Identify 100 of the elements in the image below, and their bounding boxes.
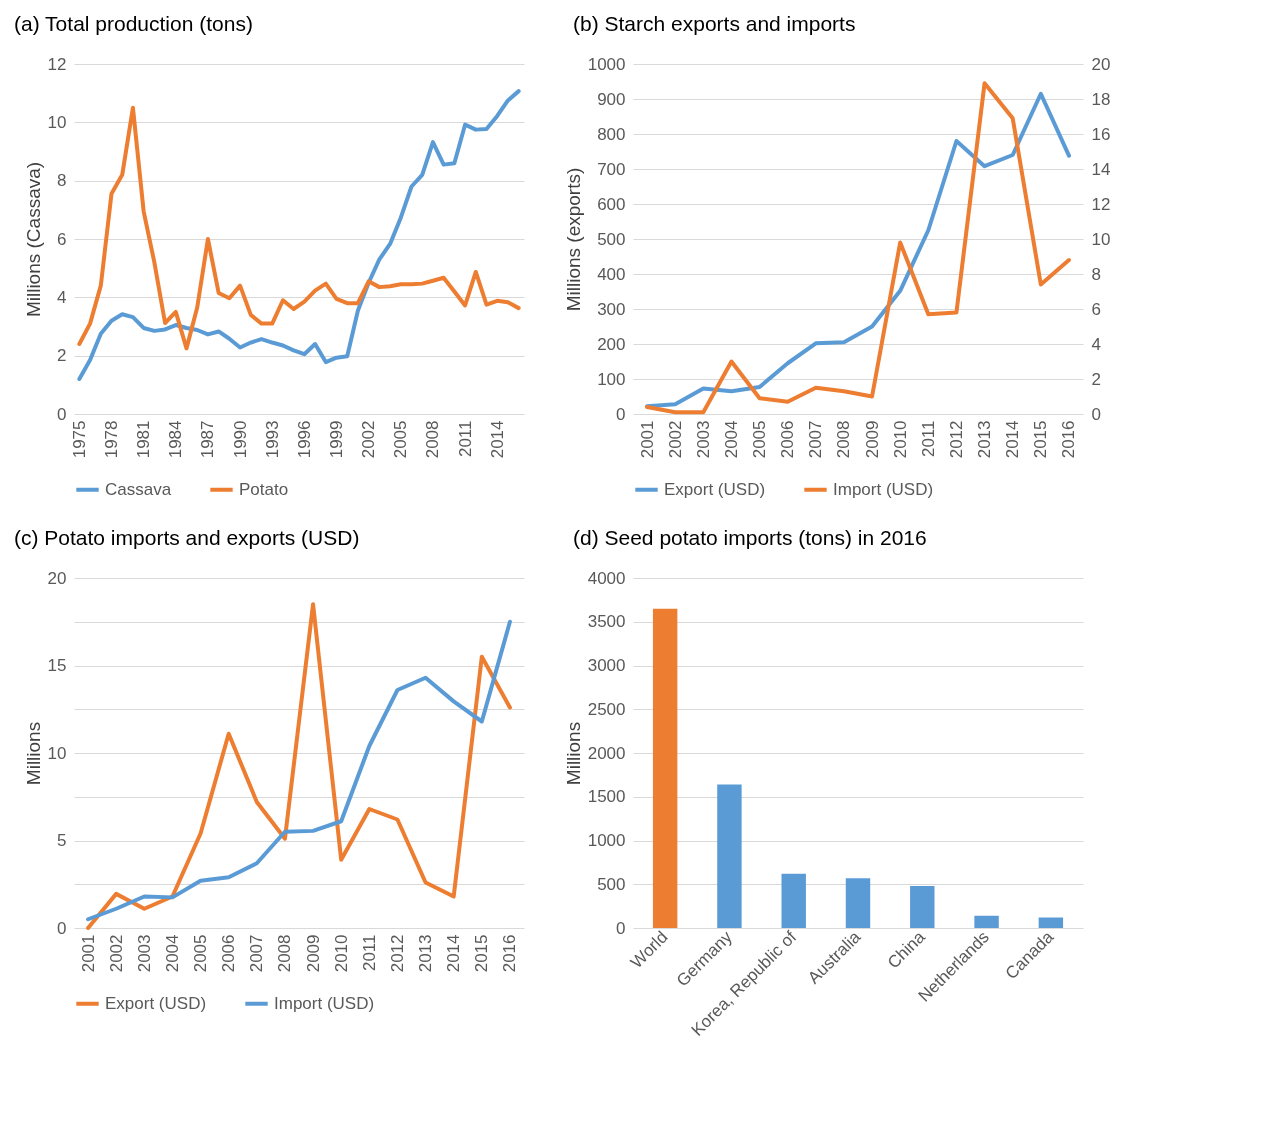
x-tick-label: 2015 <box>472 934 492 973</box>
x-tick-label: 2004 <box>721 420 741 459</box>
y-tick-label: 6 <box>57 229 67 249</box>
y-tick-label: 1500 <box>587 787 626 807</box>
y-tick-label: 1000 <box>587 54 626 74</box>
bar <box>974 915 999 928</box>
x-tick-label: 2010 <box>890 420 910 459</box>
legend-label: Export (USD) <box>664 479 766 499</box>
x-tick-label: 2013 <box>975 420 995 459</box>
y2-tick-label: 0 <box>1091 404 1101 424</box>
x-tick-label: 2009 <box>303 934 323 973</box>
x-tick-label: 1984 <box>166 420 186 459</box>
y-tick-label: 500 <box>597 229 626 249</box>
y-tick-label: 8 <box>57 171 67 191</box>
x-tick-label: 2012 <box>387 934 407 973</box>
y2-tick-label: 10 <box>1091 229 1111 249</box>
x-tick-label: 2016 <box>1059 420 1079 459</box>
x-tick-label: 2007 <box>806 420 826 459</box>
y-tick-label: 400 <box>597 264 626 284</box>
x-tick-label: 2014 <box>1003 420 1023 459</box>
y-tick-label: 0 <box>616 918 626 938</box>
x-tick-label: 2011 <box>455 420 475 458</box>
y-tick-label: 200 <box>597 334 626 354</box>
bar <box>910 886 935 928</box>
x-tick-label: 2010 <box>331 934 351 973</box>
x-tick-label: 2003 <box>693 420 713 459</box>
chart-title: (d) Seed potato imports (tons) in 2016 <box>573 526 927 549</box>
x-tick-label: 2014 <box>487 420 507 459</box>
x-tick-label: 1996 <box>294 420 314 459</box>
y-tick-label: 0 <box>616 404 626 424</box>
legend-label: Export (USD) <box>105 993 207 1013</box>
bar <box>652 608 678 928</box>
x-tick-label: 2005 <box>191 934 211 973</box>
chart-title: (b) Starch exports and imports <box>573 12 856 35</box>
x-tick-label: 2009 <box>862 420 882 459</box>
y-tick-label: 100 <box>597 369 626 389</box>
x-tick-label: 2012 <box>946 420 966 459</box>
x-tick-label: 1978 <box>102 420 121 459</box>
y-tick-label: 20 <box>47 568 67 588</box>
bar <box>781 873 806 928</box>
y-tick-label: 5 <box>57 831 67 850</box>
x-tick-label: 1987 <box>198 420 218 459</box>
y-tick-label: 700 <box>597 159 626 179</box>
x-tick-label: 2001 <box>78 934 98 973</box>
x-tick-label: 2011 <box>918 420 938 458</box>
x-tick-label: 2008 <box>275 934 295 973</box>
y2-tick-label: 20 <box>1091 54 1111 74</box>
y-axis-title: Millions (exports) <box>562 167 584 312</box>
x-tick-label: 2005 <box>391 420 411 459</box>
y-tick-label: 1000 <box>587 831 626 850</box>
bar <box>1038 917 1064 928</box>
x-tick-label: 1999 <box>327 420 346 459</box>
y-axis-title: Millions <box>22 721 44 786</box>
y-tick-label: 12 <box>47 54 67 74</box>
y2-tick-label: 8 <box>1091 264 1101 284</box>
y2-tick-label: 14 <box>1091 159 1111 179</box>
y-axis-title: Millions <box>562 721 584 786</box>
y2-tick-label: 2 <box>1091 369 1101 389</box>
x-tick-label: 2006 <box>219 934 239 973</box>
x-tick-label: 2002 <box>106 934 126 973</box>
y2-tick-label: 6 <box>1091 299 1101 319</box>
y-tick-label: 15 <box>47 656 67 675</box>
x-tick-label: 2002 <box>665 420 685 459</box>
x-tick-label: 2004 <box>162 934 182 973</box>
x-tick-label: 2008 <box>423 420 443 459</box>
y-tick-label: 10 <box>47 743 67 763</box>
y-tick-label: 4000 <box>587 568 626 588</box>
x-tick-label: 1975 <box>69 420 89 459</box>
y-tick-label: 4 <box>57 287 67 307</box>
x-tick-label: 2013 <box>416 934 436 973</box>
x-tick-label: 1993 <box>262 420 282 459</box>
y-tick-label: 2 <box>57 346 67 366</box>
y-tick-label: 2000 <box>587 743 626 763</box>
x-tick-label: 1990 <box>230 420 250 459</box>
y-tick-label: 800 <box>597 124 626 144</box>
chart-title: (a) Total production (tons) <box>14 12 253 35</box>
legend-label: Import (USD) <box>833 479 934 499</box>
bar <box>845 878 871 928</box>
x-tick-label: 2007 <box>247 934 267 973</box>
x-tick-label: 1981 <box>134 420 154 459</box>
x-tick-label: 2003 <box>134 934 154 973</box>
y-tick-label: 0 <box>57 918 67 938</box>
x-tick-label: 2006 <box>778 420 798 459</box>
y-tick-label: 3000 <box>587 656 626 675</box>
x-tick-label: 2008 <box>834 420 854 459</box>
y-tick-label: 10 <box>47 112 67 132</box>
line-series <box>77 105 521 351</box>
x-tick-label: 2014 <box>444 934 464 973</box>
y-tick-label: 500 <box>597 874 626 894</box>
y-tick-label: 900 <box>597 89 626 109</box>
legend-label: Cassava <box>105 479 172 499</box>
x-tick-label: 2002 <box>359 420 379 459</box>
y2-tick-label: 4 <box>1091 334 1101 354</box>
y-tick-label: 300 <box>597 299 626 319</box>
x-tick-label: 2005 <box>750 420 770 459</box>
x-tick-label: 2015 <box>1031 420 1051 459</box>
y-tick-label: 2500 <box>587 699 626 719</box>
y-axis-title: Millions (Cassava) <box>22 161 44 318</box>
x-tick-label: 2016 <box>500 934 520 973</box>
y2-tick-label: 16 <box>1091 124 1111 144</box>
